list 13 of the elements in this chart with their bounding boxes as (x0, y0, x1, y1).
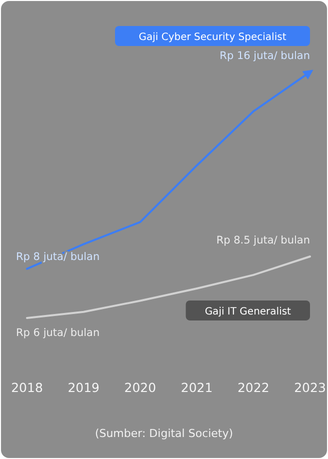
name-tag: Gaji Cyber Security Specialist (115, 26, 310, 46)
data-label: Rp 6 juta/ bulan (16, 327, 100, 339)
x-tick-label: 2019 (68, 380, 100, 395)
data-label: Rp 8.5 juta/ bulan (216, 234, 310, 246)
x-tick-label: 2018 (11, 380, 43, 395)
text: (Sumber: Digital Society) (94, 427, 234, 440)
x-tick-label: 2023 (294, 380, 326, 395)
x-tick-label: 2022 (237, 380, 270, 395)
x-tick-label: 2021 (180, 380, 213, 395)
series-label: Gaji IT Generalist (204, 306, 292, 318)
x-tick-label: 2020 (124, 380, 156, 395)
name-tag: Gaji IT Generalist (186, 300, 310, 320)
data-label: Rp 16 juta/ bulan (220, 50, 310, 62)
